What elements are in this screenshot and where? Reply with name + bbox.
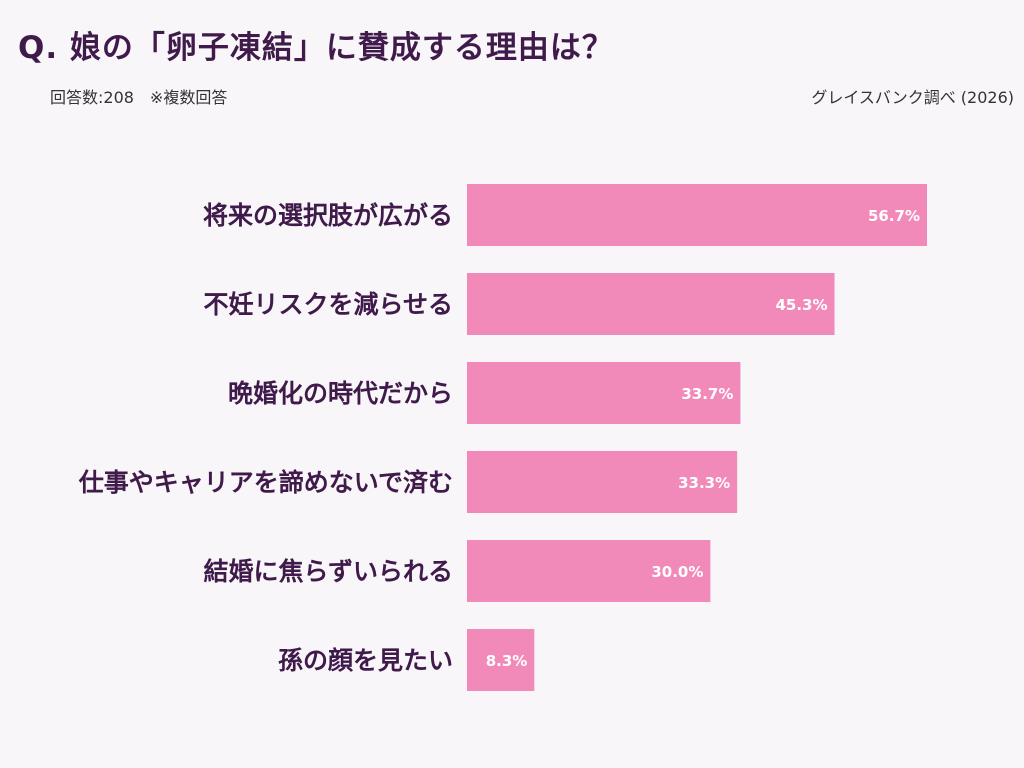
respondent-count: 回答数:208 ※複数回答 <box>50 88 228 107</box>
data-label: 8.3% <box>486 652 528 670</box>
bar <box>467 362 741 424</box>
chart-title: Q. 娘の「卵子凍結」に賛成する理由は？ <box>18 30 614 66</box>
bar <box>467 540 711 602</box>
data-label: 56.7% <box>868 207 920 225</box>
bar <box>467 273 835 335</box>
data-label: 33.7% <box>681 385 733 403</box>
data-label: 30.0% <box>651 563 703 581</box>
bar <box>467 184 927 246</box>
data-label: 45.3% <box>775 296 827 314</box>
category-label: 不妊リスクを減らせる <box>203 290 453 319</box>
category-label: 仕事やキャリアを諦めないで済む <box>78 468 453 497</box>
bar <box>467 629 535 691</box>
source-note: グレイスバンク調べ (2026) <box>811 88 1014 107</box>
bar <box>467 451 738 513</box>
data-label: 33.3% <box>678 474 730 492</box>
category-label: 晩婚化の時代だから <box>228 379 453 408</box>
category-label: 孫の顔を見たい <box>278 646 453 675</box>
category-label: 結婚に焦らずいられる <box>203 557 453 586</box>
category-label: 将来の選択肢が広がる <box>203 201 453 230</box>
